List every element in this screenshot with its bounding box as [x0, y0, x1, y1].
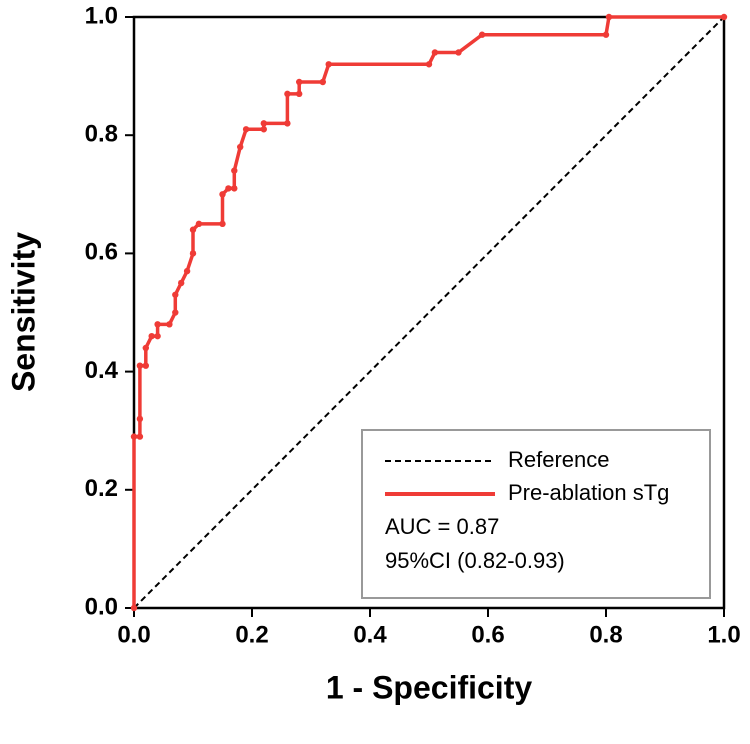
point	[602, 31, 610, 38]
point	[284, 90, 291, 98]
point	[136, 415, 144, 423]
y-tick-label: 0.2	[85, 475, 118, 502]
point	[478, 31, 486, 38]
point	[172, 309, 179, 316]
plot-frame	[132, 15, 726, 610]
point	[166, 321, 173, 328]
point	[720, 13, 728, 21]
point	[231, 185, 238, 192]
point	[455, 49, 462, 56]
point	[605, 13, 613, 21]
point	[219, 220, 226, 228]
x-tick-label: 0.6	[471, 621, 504, 648]
point	[219, 191, 226, 198]
point	[195, 220, 203, 228]
point	[154, 321, 161, 328]
point	[136, 362, 144, 369]
y-tick-label: 0.6	[85, 239, 118, 266]
point	[189, 250, 197, 257]
legend-box	[361, 429, 711, 599]
point	[142, 344, 149, 352]
point	[242, 126, 250, 133]
x-tick-label: 0.4	[353, 621, 387, 648]
x-tick-label: 0.2	[235, 621, 268, 648]
point	[325, 61, 332, 68]
point	[319, 78, 326, 86]
annotation: AUC = 0.87	[385, 514, 499, 539]
point	[178, 279, 185, 287]
x-tick-label: 0.0	[117, 621, 150, 648]
point	[142, 362, 149, 369]
line	[132, 15, 724, 608]
x-axis-label: 1 - Specificity	[326, 669, 533, 705]
point	[260, 126, 267, 133]
point	[237, 143, 244, 151]
legend-label: Pre-ablation sTg	[508, 480, 669, 505]
y-tick-label: 1.0	[85, 2, 118, 29]
point	[296, 90, 303, 98]
point	[148, 332, 155, 340]
x-tick-label: 1.0	[707, 621, 740, 648]
annotation: 95%CI (0.82-0.93)	[385, 548, 565, 573]
point	[189, 226, 197, 233]
point	[130, 433, 138, 440]
point	[225, 185, 232, 192]
y-tick-label: 0.4	[85, 357, 119, 384]
point	[172, 291, 179, 298]
point	[130, 604, 138, 612]
point	[183, 267, 191, 275]
y-tick-label: 0.8	[85, 121, 118, 148]
point	[260, 120, 267, 127]
point	[296, 78, 303, 86]
point	[154, 332, 161, 340]
point	[136, 433, 144, 440]
line	[133, 16, 725, 609]
legend-label: Reference	[508, 447, 610, 472]
point	[284, 120, 291, 127]
point	[425, 61, 433, 68]
point	[431, 49, 439, 56]
y-axis-label: Sensitivity	[5, 232, 41, 392]
x-tick-label: 0.8	[589, 621, 622, 648]
y-tick-label: 0.0	[85, 593, 118, 620]
point	[231, 167, 238, 174]
